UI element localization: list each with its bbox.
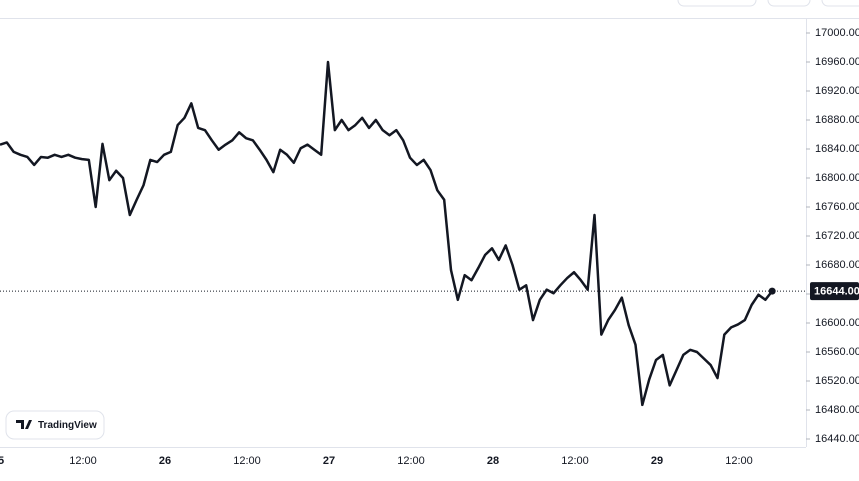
- x-tick-label: 26: [159, 455, 171, 467]
- price-line: [0, 60, 774, 407]
- y-tick-label: 16720.00: [815, 230, 859, 242]
- x-tick-label: 27: [323, 455, 335, 467]
- y-tick-label: 16520.00: [815, 375, 859, 387]
- current-price-label: 16644.00: [814, 286, 859, 298]
- x-tick-label: 12:00: [561, 455, 589, 467]
- y-tick-label: 16600.00: [815, 317, 859, 329]
- y-tick-label: 16440.00: [815, 433, 859, 445]
- x-tick-label: 28: [487, 455, 499, 467]
- y-tick-label: 16480.00: [815, 404, 859, 416]
- watermark[interactable]: TradingView: [5, 410, 105, 440]
- watermark-text: TradingView: [38, 420, 97, 431]
- watermark-logo: [16, 420, 32, 429]
- x-tick-label: 12:00: [69, 455, 97, 467]
- x-tick-label: 12:00: [233, 455, 261, 467]
- toolbar-button[interactable]: [677, 0, 757, 7]
- current-price-box: [810, 282, 859, 301]
- y-tick-label: 16840.00: [815, 143, 859, 155]
- y-tick-label: 16560.00: [815, 346, 859, 358]
- last-point: [768, 287, 776, 295]
- y-tick-label: 16800.00: [815, 172, 859, 184]
- toolbar-button[interactable]: [821, 0, 859, 7]
- x-tick-label: 5: [0, 455, 4, 467]
- y-tick-label: 16760.00: [815, 201, 859, 213]
- y-tick-label: 16920.00: [815, 85, 859, 97]
- x-tick-label: 12:00: [397, 455, 425, 467]
- x-tick-label: 29: [651, 455, 663, 467]
- y-tick-label: 16880.00: [815, 114, 859, 126]
- y-tick-label: 16960.00: [815, 56, 859, 68]
- watermark-box[interactable]: [5, 410, 105, 440]
- x-tick-label: 12:00: [725, 455, 753, 467]
- toolbar-button[interactable]: [767, 0, 811, 7]
- y-tick-label: 16680.00: [815, 259, 859, 271]
- y-tick-label: 17000.00: [815, 27, 859, 39]
